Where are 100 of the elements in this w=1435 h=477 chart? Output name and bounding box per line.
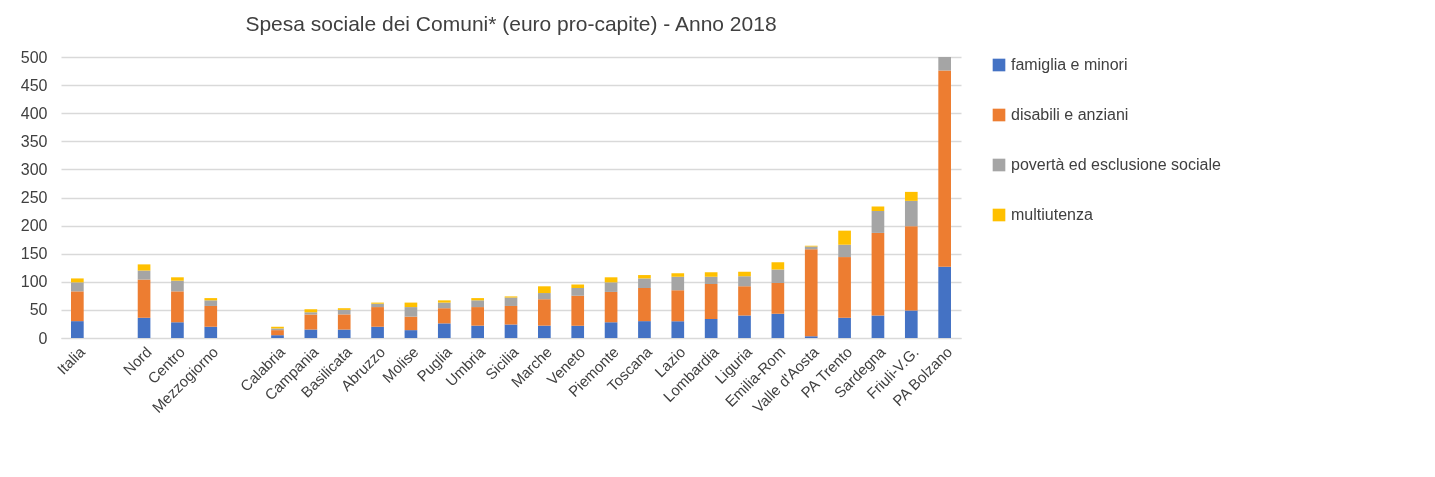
bar bbox=[771, 269, 785, 283]
bar bbox=[538, 286, 551, 294]
bar bbox=[871, 210, 885, 233]
bar bbox=[704, 276, 718, 285]
bar bbox=[571, 325, 585, 338]
bar bbox=[571, 287, 585, 296]
bar bbox=[404, 307, 418, 317]
bar bbox=[938, 57, 951, 71]
bar bbox=[337, 309, 351, 315]
legend-label: famiglia e minori bbox=[1011, 56, 1128, 73]
bar bbox=[704, 272, 718, 277]
bar bbox=[604, 291, 618, 323]
bar bbox=[271, 330, 284, 336]
bar bbox=[604, 322, 618, 338]
legend-label: povertà ed esclusione sociale bbox=[1011, 156, 1222, 173]
bar bbox=[804, 249, 818, 337]
bar bbox=[171, 280, 184, 292]
bar bbox=[271, 335, 284, 338]
y-tick-label: 400 bbox=[20, 104, 48, 122]
bar bbox=[838, 244, 851, 258]
bar bbox=[404, 316, 418, 331]
bar bbox=[137, 270, 151, 280]
y-tick-label: 250 bbox=[20, 189, 48, 206]
bar bbox=[71, 321, 84, 338]
y-tick-label: 50 bbox=[29, 301, 48, 319]
bar bbox=[71, 282, 84, 292]
bar bbox=[504, 324, 518, 338]
bar bbox=[638, 275, 651, 279]
bar bbox=[304, 329, 318, 338]
bar bbox=[871, 315, 885, 338]
bar bbox=[938, 70, 951, 267]
bar bbox=[437, 308, 451, 324]
bar bbox=[571, 284, 585, 288]
bar bbox=[371, 303, 384, 308]
bar bbox=[504, 305, 518, 325]
bar bbox=[838, 257, 851, 318]
bar bbox=[471, 307, 484, 326]
bar bbox=[404, 330, 418, 338]
bar bbox=[504, 297, 518, 306]
bar bbox=[671, 273, 685, 277]
bar bbox=[71, 291, 84, 322]
bar bbox=[337, 314, 351, 330]
bar bbox=[204, 326, 218, 338]
bar bbox=[137, 279, 151, 318]
y-tick-label: 300 bbox=[20, 160, 48, 178]
y-tick-label: 350 bbox=[20, 132, 48, 150]
bar bbox=[337, 329, 351, 338]
bar bbox=[171, 277, 184, 281]
bar bbox=[71, 278, 84, 283]
bar bbox=[204, 300, 218, 306]
bar bbox=[671, 290, 685, 322]
bar bbox=[137, 264, 151, 271]
bar bbox=[471, 300, 484, 308]
bar bbox=[771, 282, 785, 314]
bar bbox=[904, 200, 918, 227]
bar bbox=[738, 286, 751, 316]
bar bbox=[738, 315, 751, 338]
bar bbox=[738, 271, 751, 277]
bar bbox=[671, 276, 685, 291]
bar bbox=[204, 298, 218, 301]
bar bbox=[171, 291, 184, 323]
bar bbox=[604, 277, 618, 283]
bar bbox=[437, 323, 451, 338]
bar bbox=[771, 313, 785, 338]
bar bbox=[371, 326, 384, 338]
bar bbox=[738, 276, 751, 287]
bar bbox=[137, 317, 151, 338]
bar bbox=[538, 293, 551, 300]
bar bbox=[604, 282, 618, 292]
bar bbox=[638, 278, 651, 288]
bar bbox=[471, 325, 484, 338]
bar bbox=[838, 230, 851, 245]
bar bbox=[704, 284, 718, 319]
y-tick-label: 200 bbox=[20, 217, 48, 235]
bar bbox=[871, 206, 885, 211]
bar bbox=[471, 298, 484, 301]
bar bbox=[538, 325, 551, 338]
y-tick-label: 150 bbox=[20, 245, 48, 263]
bar bbox=[938, 266, 951, 338]
y-tick-label: 100 bbox=[20, 273, 48, 291]
bar bbox=[371, 307, 384, 327]
bar bbox=[904, 191, 918, 201]
bar bbox=[437, 302, 451, 309]
bar bbox=[838, 317, 851, 338]
legend-label: disabili e anziani bbox=[1011, 106, 1129, 123]
bar bbox=[871, 232, 885, 316]
y-tick-label: 500 bbox=[20, 48, 48, 66]
legend-label: multiutenza bbox=[1011, 206, 1093, 223]
bar bbox=[638, 287, 651, 322]
bar bbox=[304, 314, 318, 330]
bar bbox=[704, 318, 718, 338]
bar bbox=[204, 305, 218, 327]
bar bbox=[671, 321, 685, 338]
bar bbox=[638, 321, 651, 338]
bar bbox=[904, 226, 918, 311]
bar bbox=[571, 295, 585, 326]
y-tick-label: 450 bbox=[20, 76, 48, 94]
y-tick-label: 0 bbox=[38, 329, 48, 347]
chart-title: Spesa sociale dei Comuni* (euro pro-capite) - Anno 2018 bbox=[245, 12, 777, 35]
bar bbox=[437, 300, 451, 303]
